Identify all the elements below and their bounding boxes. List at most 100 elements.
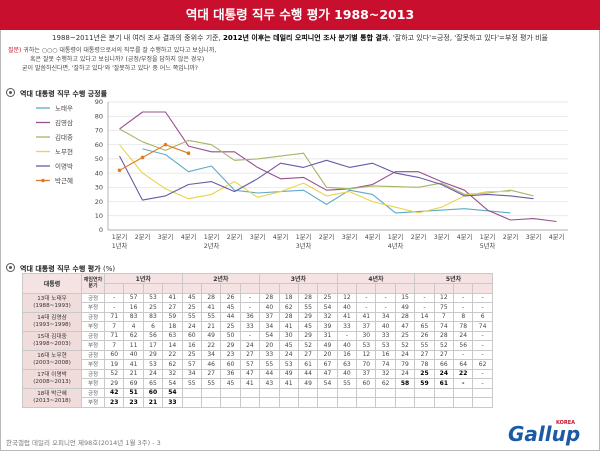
type-negative: 부정 [81, 321, 105, 332]
negative-value: 63 [336, 359, 358, 370]
positive-value: 30 [278, 330, 299, 341]
negative-value: 78 [453, 321, 474, 332]
negative-value [433, 397, 455, 408]
positive-value: 71 [103, 330, 125, 341]
type-negative: 부정 [81, 340, 105, 351]
x-tick-label-15: 3분기 [434, 232, 450, 241]
positive-value: 24 [142, 368, 164, 379]
logo-brand-text: Gallup [508, 422, 581, 446]
positive-value: 22 [162, 349, 183, 360]
negative-value: 67 [317, 359, 338, 370]
x-tick-label-9: 1분기 [296, 232, 312, 241]
negative-value: - [239, 302, 261, 313]
positive-value: 28 [394, 311, 416, 322]
positive-value: 41 [336, 311, 358, 322]
positive-value: 83 [123, 311, 144, 322]
positive-value: 28 [433, 330, 455, 341]
negative-value: 55 [414, 340, 435, 351]
negative-value: 53 [356, 340, 377, 351]
section-bullet-icon [6, 88, 15, 97]
positive-value: 55 [181, 311, 202, 322]
negative-value: 25 [181, 302, 202, 313]
negative-value: 54 [317, 302, 338, 313]
positive-value: 26 [220, 292, 241, 303]
header-quarter-10 [278, 283, 299, 294]
negative-value: 55 [259, 359, 280, 370]
negative-value [414, 397, 435, 408]
footer-note: 한국갤럽 데일리 오피니언 제98호(2014년 1월 3주) - 3 [6, 439, 161, 447]
president-period: (1998~2003) [33, 340, 71, 347]
header-year-1: 1년차 [104, 273, 183, 284]
negative-value: 43 [259, 378, 280, 389]
header-quarter-9 [259, 283, 280, 294]
x-tick-label-3: 3분기 [158, 232, 174, 241]
negative-value: 75 [433, 302, 455, 313]
negative-value: 24 [181, 321, 202, 332]
negative-value [375, 397, 396, 408]
positive-value: - [414, 292, 435, 303]
x-tick-label-1: 1분기 [112, 232, 128, 241]
positive-value: 57 [123, 292, 144, 303]
positive-value: 62 [123, 330, 144, 341]
negative-value: 25 [142, 302, 164, 313]
legend-label-6: 박근혜 [55, 176, 73, 185]
subtitle-bold: 2012년 이후는 데일리 오피니언 조사 분기별 통합 결과 [223, 34, 389, 42]
negative-value: 6 [142, 321, 164, 332]
negative-value: 7 [103, 321, 125, 332]
table-row: 18대 박근혜 (2013~2018) 긍정 42 51 60 54 [22, 387, 493, 408]
positive-value: 22 [453, 368, 474, 379]
year-label-5: 5년차 [480, 241, 496, 250]
header-quarter-4 [162, 283, 183, 294]
header-year-5: 5년차 [414, 273, 493, 284]
positive-value: 14 [414, 311, 435, 322]
negative-value: - [414, 302, 435, 313]
positive-value: - [239, 292, 261, 303]
negative-value: 65 [142, 378, 164, 389]
negative-value: 74 [472, 321, 493, 332]
positive-value: - [336, 330, 358, 341]
x-tick-label-6: 2분기 [227, 232, 243, 241]
x-tick-label-7: 3분기 [250, 232, 266, 241]
negative-value: 21 [200, 321, 222, 332]
header-quarter-5 [181, 283, 202, 294]
x-tick-label-13: 1분기 [388, 232, 404, 241]
negative-value: 53 [375, 340, 396, 351]
table-header-row: 대통령 재임연차 분기 1년차 2년차 3년차 4년차 5년차 [22, 273, 493, 294]
positive-value: 27 [200, 368, 222, 379]
series-lines [117, 111, 557, 223]
header-quarter-7 [220, 283, 241, 294]
table-row: 부정 -16 25 27 25 41 45-40 62 55 54 40- -49-75- - [23, 302, 493, 313]
header-quarter-12 [317, 283, 338, 294]
positive-value: 28 [259, 292, 280, 303]
positive-value: 36 [239, 311, 261, 322]
negative-value: 54 [162, 378, 183, 389]
question-line-1: 질문) 귀하는 ○○○ 대통령이 대통령으로서의 직무를 잘 수행하고 있다고 … [8, 46, 216, 55]
chart-section-title: 역대 대통령 직무 수행 긍정률 [20, 90, 108, 98]
y-tick-label-20: 20 [95, 198, 103, 206]
negative-value: 24 [239, 340, 261, 351]
type-negative: 부정 [81, 359, 105, 370]
negative-value: 52 [433, 340, 455, 351]
president-cell: 17대 이명박 (2008~2013) [22, 368, 82, 389]
positive-value: 34 [200, 349, 222, 360]
x-axis: 1분기 2분기 3분기 4분기 1분기 2분기 3분기 4분기 1분기 2분기 3분기 4분기 1분기 2… [112, 232, 565, 250]
approval-line-chart: 0 10 20 30 40 50 60 70 80 90 1분기 2분기 3분기 4분기 1분기 2분기 3분… [36, 98, 568, 250]
positive-value: 31 [317, 330, 338, 341]
positive-value: 33 [259, 349, 280, 360]
negative-value: 33 [239, 321, 261, 332]
positive-value: - [239, 330, 261, 341]
president-period: (2013~2018) [33, 397, 71, 404]
legend-marker-6 [41, 178, 45, 183]
negative-value [259, 397, 280, 408]
negative-value: 45 [278, 340, 299, 351]
y-axis: 0 10 20 30 40 50 60 70 80 90 [95, 98, 103, 234]
negative-value: 69 [123, 378, 144, 389]
table-row: 부정 7 4 6 18 24 21 25 33 34 41 45 39 33 37 40 47 65 74 78 74 [23, 321, 493, 332]
positive-value: 29 [297, 311, 319, 322]
legend-label-4: 노무현 [55, 148, 73, 156]
positive-value: 55 [200, 311, 222, 322]
header-president: 대통령 [22, 273, 82, 294]
positive-value: 12 [336, 292, 358, 303]
negative-value: 49 [297, 378, 319, 389]
president-period: (1988~1993) [33, 302, 71, 309]
